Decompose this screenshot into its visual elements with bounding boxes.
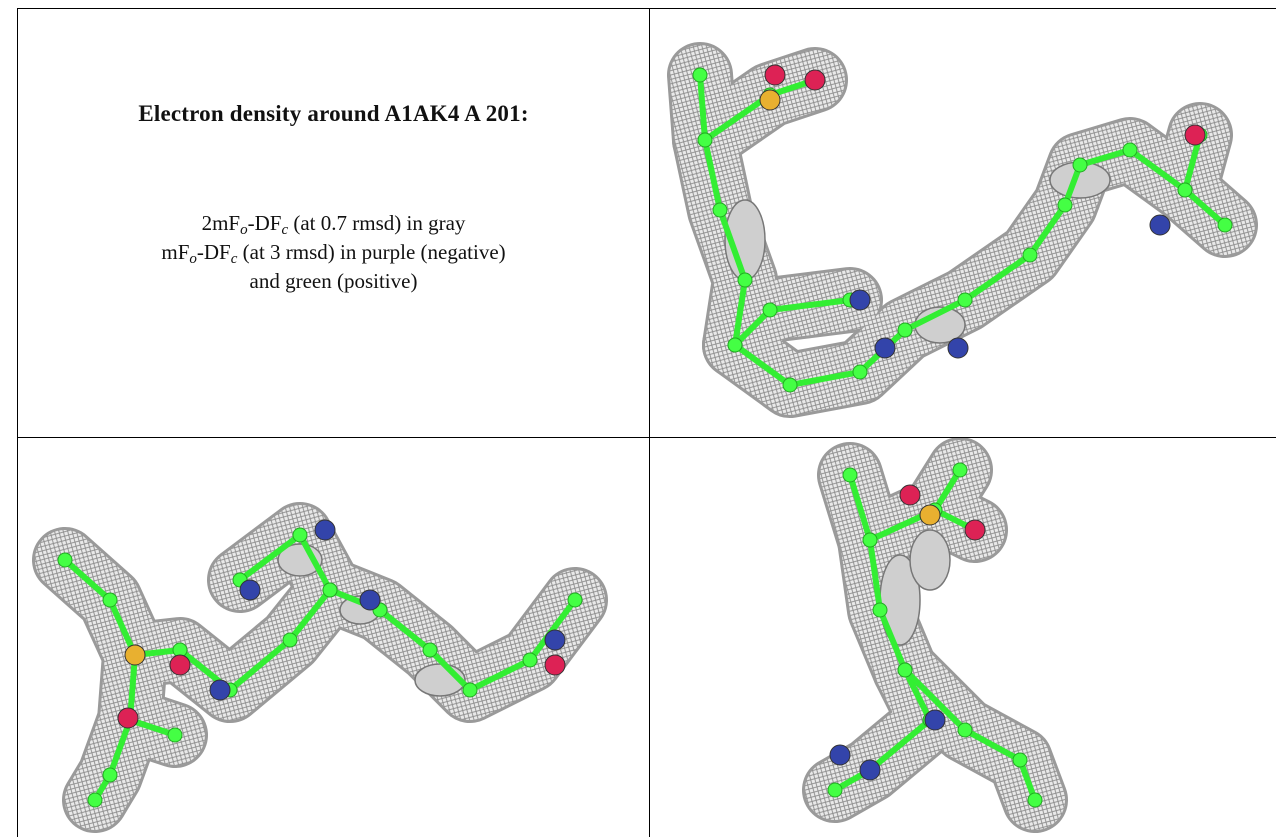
atom [957,722,973,738]
caption-line: mFo-DFc (at 3 rmsd) in purple (negative) [18,238,649,267]
atom [897,322,913,338]
hetero-atom [964,519,986,541]
bond [902,667,1038,803]
molecule-renderings [32,42,1258,833]
table-border [17,8,18,837]
hetero-atom [919,504,941,526]
hetero-atom [874,337,896,359]
hetero-atom [804,69,826,91]
hetero-atom [314,519,336,541]
atom [727,337,743,353]
subscript: o [189,251,197,267]
hetero-atom [1149,214,1171,236]
hetero-atom [359,589,381,611]
atom [1122,142,1138,158]
atom [102,592,118,608]
caption-text: (at 3 rmsd) in purple (negative) [237,240,506,264]
hetero-atom [239,579,261,601]
atom [1177,182,1193,198]
atom [852,364,868,380]
caption-line: and green (positive) [18,267,649,296]
hetero-atom [544,629,566,651]
table-border [649,8,650,837]
atom [102,767,118,783]
atom [57,552,73,568]
subscript: o [240,222,248,238]
atom [952,462,968,478]
atom [762,302,778,318]
hetero-atom [759,89,781,111]
hetero-atom [124,644,146,666]
atom [697,132,713,148]
atom [692,67,708,83]
subscript: c [230,251,238,267]
atom [87,792,103,808]
hetero-atom [947,337,969,359]
atom [957,292,973,308]
table-border [17,8,1276,9]
atom [167,727,183,743]
bond [127,717,178,738]
hetero-atom [829,744,851,766]
atom [567,592,583,608]
atom [1057,197,1073,213]
atom [1072,157,1088,173]
atom [1022,247,1038,263]
atom [522,652,538,668]
caption-text: -DF [196,240,231,264]
atom [897,662,913,678]
ring-hole [909,529,951,591]
caption-text: -DF [247,211,282,235]
caption-text: mF [161,240,190,264]
hetero-atom [544,654,566,676]
caption-line: 2mFo-DFc (at 0.7 rmsd) in gray [18,209,649,238]
caption-cell: Electron density around A1AK4 A 201: 2mF… [18,9,649,437]
caption-lines: 2mFo-DFc (at 0.7 rmsd) in gray mFo-DFc (a… [18,209,649,296]
hetero-atom [764,64,786,86]
atom [842,467,858,483]
atom [462,682,478,698]
subscript: c [281,222,289,238]
caption-text: (at 0.7 rmsd) in gray [288,211,466,235]
atom [872,602,888,618]
bond [932,467,963,513]
hetero-atom [899,484,921,506]
hetero-atom [849,289,871,311]
atom [782,377,798,393]
hetero-atom [117,707,139,729]
caption-text: and green (positive) [249,269,418,293]
atom [422,642,438,658]
caption-text: 2mF [201,211,241,235]
hetero-atom [859,759,881,781]
atom [862,532,878,548]
atom [292,527,308,543]
atom [1027,792,1043,808]
caption-title: Electron density around A1AK4 A 201: [138,101,529,126]
atom [827,782,843,798]
bond [132,587,578,693]
atom [322,582,338,598]
hetero-atom [1184,124,1206,146]
atom [737,272,753,288]
atom [1217,217,1233,233]
atom [712,202,728,218]
hetero-atom [169,654,191,676]
hetero-atom [209,679,231,701]
atom [1012,752,1028,768]
table-border [17,437,1276,438]
hetero-atom [924,709,946,731]
atom [282,632,298,648]
